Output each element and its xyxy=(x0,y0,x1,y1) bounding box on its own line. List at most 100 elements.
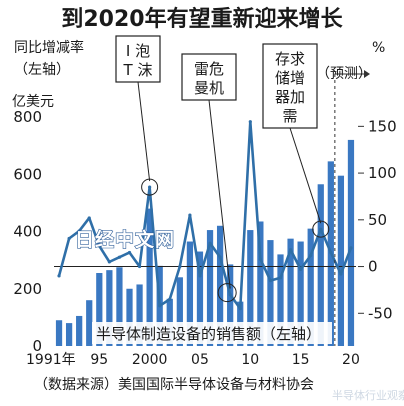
bar-2005 xyxy=(196,251,204,346)
growth-point-2000 xyxy=(148,185,152,189)
right-axis-unit: % xyxy=(372,40,385,56)
right-axis-label: 同比增减率 （左轴） xyxy=(14,39,84,78)
right-axis-label-line-2: （左轴） xyxy=(14,62,70,78)
growth-point-2017 xyxy=(319,227,323,231)
growth-point-2012 xyxy=(268,278,273,283)
bar-series-label-text: 半导体制造设备的销售额（左轴） xyxy=(96,325,321,343)
growth-point-2007 xyxy=(218,255,222,259)
bar-1993 xyxy=(76,315,83,346)
annotation-marker-2008 xyxy=(217,283,237,303)
annotation-text-2017-4: 需 xyxy=(282,107,297,125)
bar-2006 xyxy=(206,230,214,346)
right-tick-150: 150 xyxy=(368,117,397,135)
bar-2012 xyxy=(267,240,274,346)
bar-2014 xyxy=(287,238,294,346)
left-tick-600: 600 xyxy=(13,165,42,183)
bar-1997 xyxy=(116,267,123,346)
source-note: （数据来源）美国国际半导体设备与材料协会 xyxy=(34,376,314,393)
left-tick-200: 200 xyxy=(13,280,42,298)
annotation-text-2000-1: I 泡 xyxy=(126,42,150,60)
growth-point-2008 xyxy=(228,292,232,297)
annotation-text-2008-1: 雷危 xyxy=(194,60,224,78)
bar-1999 xyxy=(136,284,143,346)
growth-polyline xyxy=(57,120,353,310)
growth-point-2003 xyxy=(178,264,182,269)
growth-point-2019 xyxy=(339,272,343,276)
bar-2011 xyxy=(257,221,264,346)
annotation-leader-2008 xyxy=(208,99,231,289)
left-tick-400: 400 xyxy=(13,223,42,241)
bar-series-label-background xyxy=(92,322,332,344)
growth-point-2013 xyxy=(278,276,283,280)
growth-point-2005 xyxy=(198,274,202,278)
x-tick-2010: 10 xyxy=(241,352,259,368)
projection-marker: （预测） xyxy=(316,66,372,346)
left-axis-ticks: 0 200 400 600 800 xyxy=(13,108,42,355)
growth-point-1998 xyxy=(127,250,132,255)
growth-point-1996 xyxy=(107,260,111,264)
x-tick-2005: 05 xyxy=(191,352,209,368)
x-tick-2000: 2000 xyxy=(132,352,168,368)
annotation-leader-2017 xyxy=(289,127,322,224)
bar-2015 xyxy=(297,241,304,346)
right-axis-ticks: -50 0 50 100 150 xyxy=(358,117,397,322)
growth-point-1993 xyxy=(77,229,81,233)
annotation-text-2017-1: 存求 xyxy=(275,50,305,68)
growth-point-1991 xyxy=(57,274,61,278)
watermark: 日经中文网 xyxy=(75,228,175,251)
annotation-text-2008-2: 曼机 xyxy=(194,79,224,97)
x-axis-ticks: 1991年 95 2000 05 10 15 20 xyxy=(26,352,360,368)
annotation-text-2017-3: 器加 xyxy=(275,88,305,106)
bar-2000 xyxy=(146,208,153,346)
growth-point-2010 xyxy=(248,120,252,124)
event-annotations: I 泡T 沫雷危曼机存求储增器加需 xyxy=(115,35,330,303)
bar-1994 xyxy=(86,300,93,346)
credit-watermark: 半导体行业观察 xyxy=(332,388,404,402)
bar-2013 xyxy=(277,254,284,346)
bar-2019 xyxy=(337,175,345,346)
growth-point-2016 xyxy=(309,253,313,257)
bar-2017 xyxy=(317,184,324,346)
bar-2020 xyxy=(347,139,355,346)
growth-point-1999 xyxy=(137,264,142,269)
annotation-box-2008 xyxy=(181,53,237,101)
annotation-text-2000-2: T 沫 xyxy=(123,61,153,79)
annotation-leader-2000 xyxy=(137,81,151,182)
growth-point-2020 xyxy=(349,246,353,250)
growth-point-1997 xyxy=(117,255,122,259)
growth-point-2002 xyxy=(168,297,172,301)
growth-point-2011 xyxy=(258,257,262,261)
annotation-box-2017 xyxy=(262,43,318,129)
left-axis-label: 亿美元 xyxy=(12,94,54,110)
bar-1998 xyxy=(126,288,133,346)
bar-2016 xyxy=(307,228,314,346)
growth-point-1994 xyxy=(87,216,91,220)
right-tick-100: 100 xyxy=(368,164,397,182)
left-tick-0: 0 xyxy=(32,337,42,355)
growth-point-1995 xyxy=(97,244,101,248)
bar-1991 xyxy=(55,320,63,346)
x-tick-2020: 20 xyxy=(342,352,360,368)
x-tick-1991: 1991年 xyxy=(26,352,76,368)
bar-1996 xyxy=(106,270,113,346)
left-tick-800: 800 xyxy=(13,108,42,126)
growth-point-1992 xyxy=(67,236,71,241)
growth-point-2009 xyxy=(238,307,242,311)
bar-2008 xyxy=(227,264,234,346)
growth-point-2006 xyxy=(208,241,212,245)
bar-series-label: 半导体制造设备的销售额（左轴） xyxy=(92,322,332,344)
right-tick-0: 0 xyxy=(368,258,378,276)
annotation-marker-2000 xyxy=(141,178,159,196)
annotation-marker-2017 xyxy=(312,220,330,238)
bar-1995 xyxy=(96,273,103,346)
projection-arrow-head xyxy=(364,70,370,78)
growth-point-2015 xyxy=(299,267,303,271)
bar-2003 xyxy=(176,277,183,346)
x-tick-2015: 15 xyxy=(292,352,310,368)
bar-2010 xyxy=(247,230,254,346)
chart-title: 到2020年有望重新迎来增长 xyxy=(61,6,343,32)
annotation-box-2000 xyxy=(115,35,161,83)
annotation-text-2017-2: 储增 xyxy=(275,69,305,87)
